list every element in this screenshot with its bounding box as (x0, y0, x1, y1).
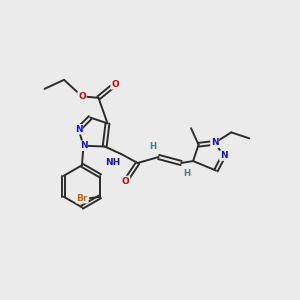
Text: Br: Br (76, 194, 88, 203)
Text: N: N (80, 141, 87, 150)
Text: N: N (211, 138, 219, 147)
Text: O: O (122, 176, 130, 185)
Text: H: H (183, 169, 190, 178)
Text: O: O (78, 92, 86, 101)
Text: N: N (220, 151, 227, 160)
Text: NH: NH (105, 158, 121, 166)
Text: O: O (111, 80, 119, 89)
Text: N: N (75, 125, 83, 134)
Text: H: H (150, 142, 157, 151)
